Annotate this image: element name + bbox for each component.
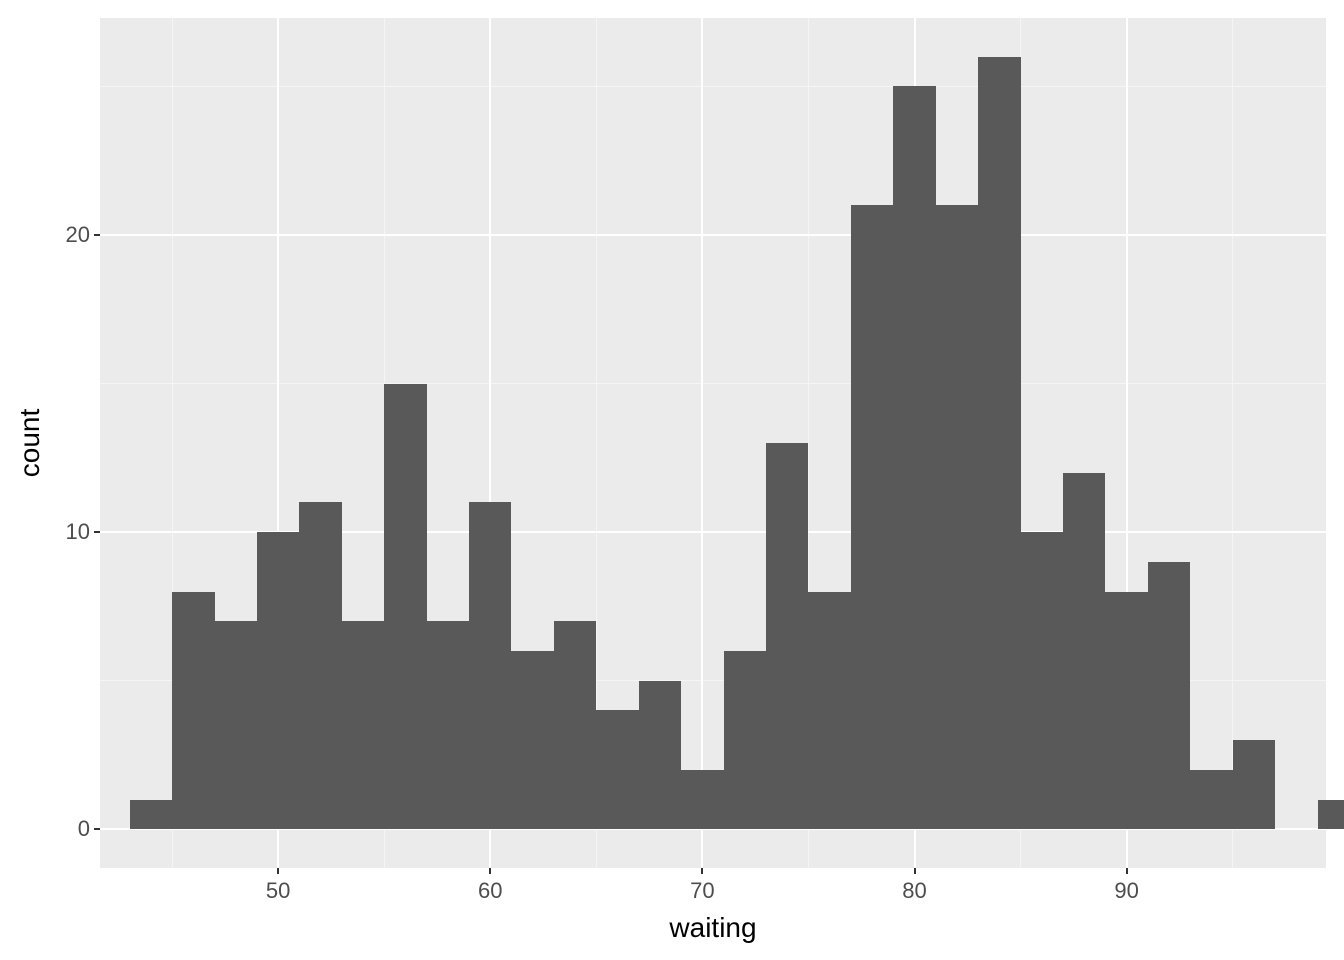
histogram-bar (1190, 770, 1232, 829)
x-tick-mark (701, 868, 703, 874)
x-tick-label: 80 (902, 878, 926, 904)
histogram-bar (1105, 592, 1147, 830)
y-tick-mark (94, 531, 100, 533)
grid-minor-h (100, 86, 1326, 87)
grid-major-v (701, 18, 703, 868)
histogram-bar (172, 592, 214, 830)
grid-major-h (100, 234, 1326, 236)
y-tick-label: 20 (60, 222, 90, 248)
histogram-bar (893, 86, 935, 829)
histogram-bar (469, 502, 511, 829)
x-tick-mark (914, 868, 916, 874)
histogram-bar (724, 651, 766, 829)
histogram-bar (596, 710, 638, 829)
histogram-bar (681, 770, 723, 829)
histogram-bar (1063, 473, 1105, 830)
y-axis-title: count (14, 409, 46, 478)
histogram-bar (1148, 562, 1190, 829)
histogram-bar (511, 651, 553, 829)
histogram-bar (257, 532, 299, 829)
y-tick-mark (94, 828, 100, 830)
x-axis-title: waiting (669, 912, 756, 944)
x-tick-label: 60 (478, 878, 502, 904)
histogram-bar (808, 592, 850, 830)
histogram-bar (299, 502, 341, 829)
y-tick-label: 10 (60, 519, 90, 545)
histogram-bar (427, 621, 469, 829)
histogram-bar (936, 205, 978, 829)
x-tick-mark (277, 868, 279, 874)
x-tick-label: 50 (266, 878, 290, 904)
x-tick-label: 70 (690, 878, 714, 904)
histogram-bar (215, 621, 257, 829)
y-tick-mark (94, 234, 100, 236)
x-tick-mark (489, 868, 491, 874)
histogram-bar (1233, 740, 1275, 829)
histogram-bar (851, 205, 893, 829)
x-tick-mark (1126, 868, 1128, 874)
x-tick-label: 90 (1114, 878, 1138, 904)
histogram-bar (978, 57, 1020, 830)
histogram-bar (130, 800, 172, 830)
histogram-bar (554, 621, 596, 829)
y-tick-label: 0 (60, 816, 90, 842)
histogram-bar (384, 384, 426, 830)
histogram-bar (639, 681, 681, 830)
chart-container: 50 60 70 80 90 0 10 20 count waiting (0, 0, 1344, 960)
grid-minor-h (100, 383, 1326, 384)
histogram-bar (1318, 800, 1344, 830)
histogram-bar (342, 621, 384, 829)
histogram-bar (766, 443, 808, 829)
histogram-bar (1021, 532, 1063, 829)
